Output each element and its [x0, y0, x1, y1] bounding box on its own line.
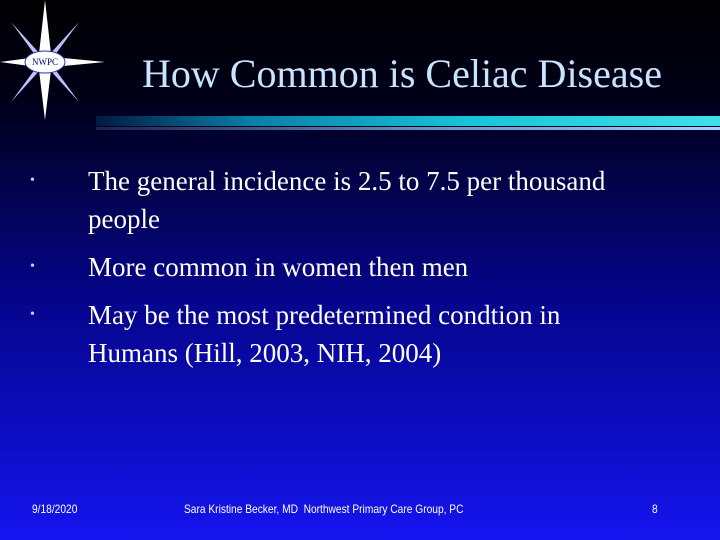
footer-page: 8 [652, 502, 658, 516]
bullet-list: • The general incidence is 2.5 to 7.5 per… [0, 162, 660, 382]
logo: NWPC [0, 0, 105, 120]
title-rule [96, 116, 720, 126]
bullet-dot: • [30, 173, 35, 188]
bullet-text: May be the most predetermined condtion i… [88, 300, 561, 368]
footer-date: 9/18/2020 [32, 502, 78, 516]
footer-presenter: Sara Kristine Becker, MD Northwest Prima… [184, 502, 464, 516]
bullet-dot: • [30, 259, 35, 274]
logo-text: NWPC [32, 57, 58, 67]
bullet-item: • May be the most predetermined condtion … [0, 296, 648, 372]
bullet-item: • More common in women then men [0, 248, 648, 286]
slide-title: How Common is Celiac Disease [142, 51, 662, 96]
bullet-text: The general incidence is 2.5 to 7.5 per … [88, 166, 606, 234]
bullet-dot: • [30, 307, 35, 322]
bullet-item: • The general incidence is 2.5 to 7.5 per… [0, 162, 648, 238]
title-rule-shadow [96, 127, 720, 130]
bullet-text: More common in women then men [88, 252, 469, 282]
